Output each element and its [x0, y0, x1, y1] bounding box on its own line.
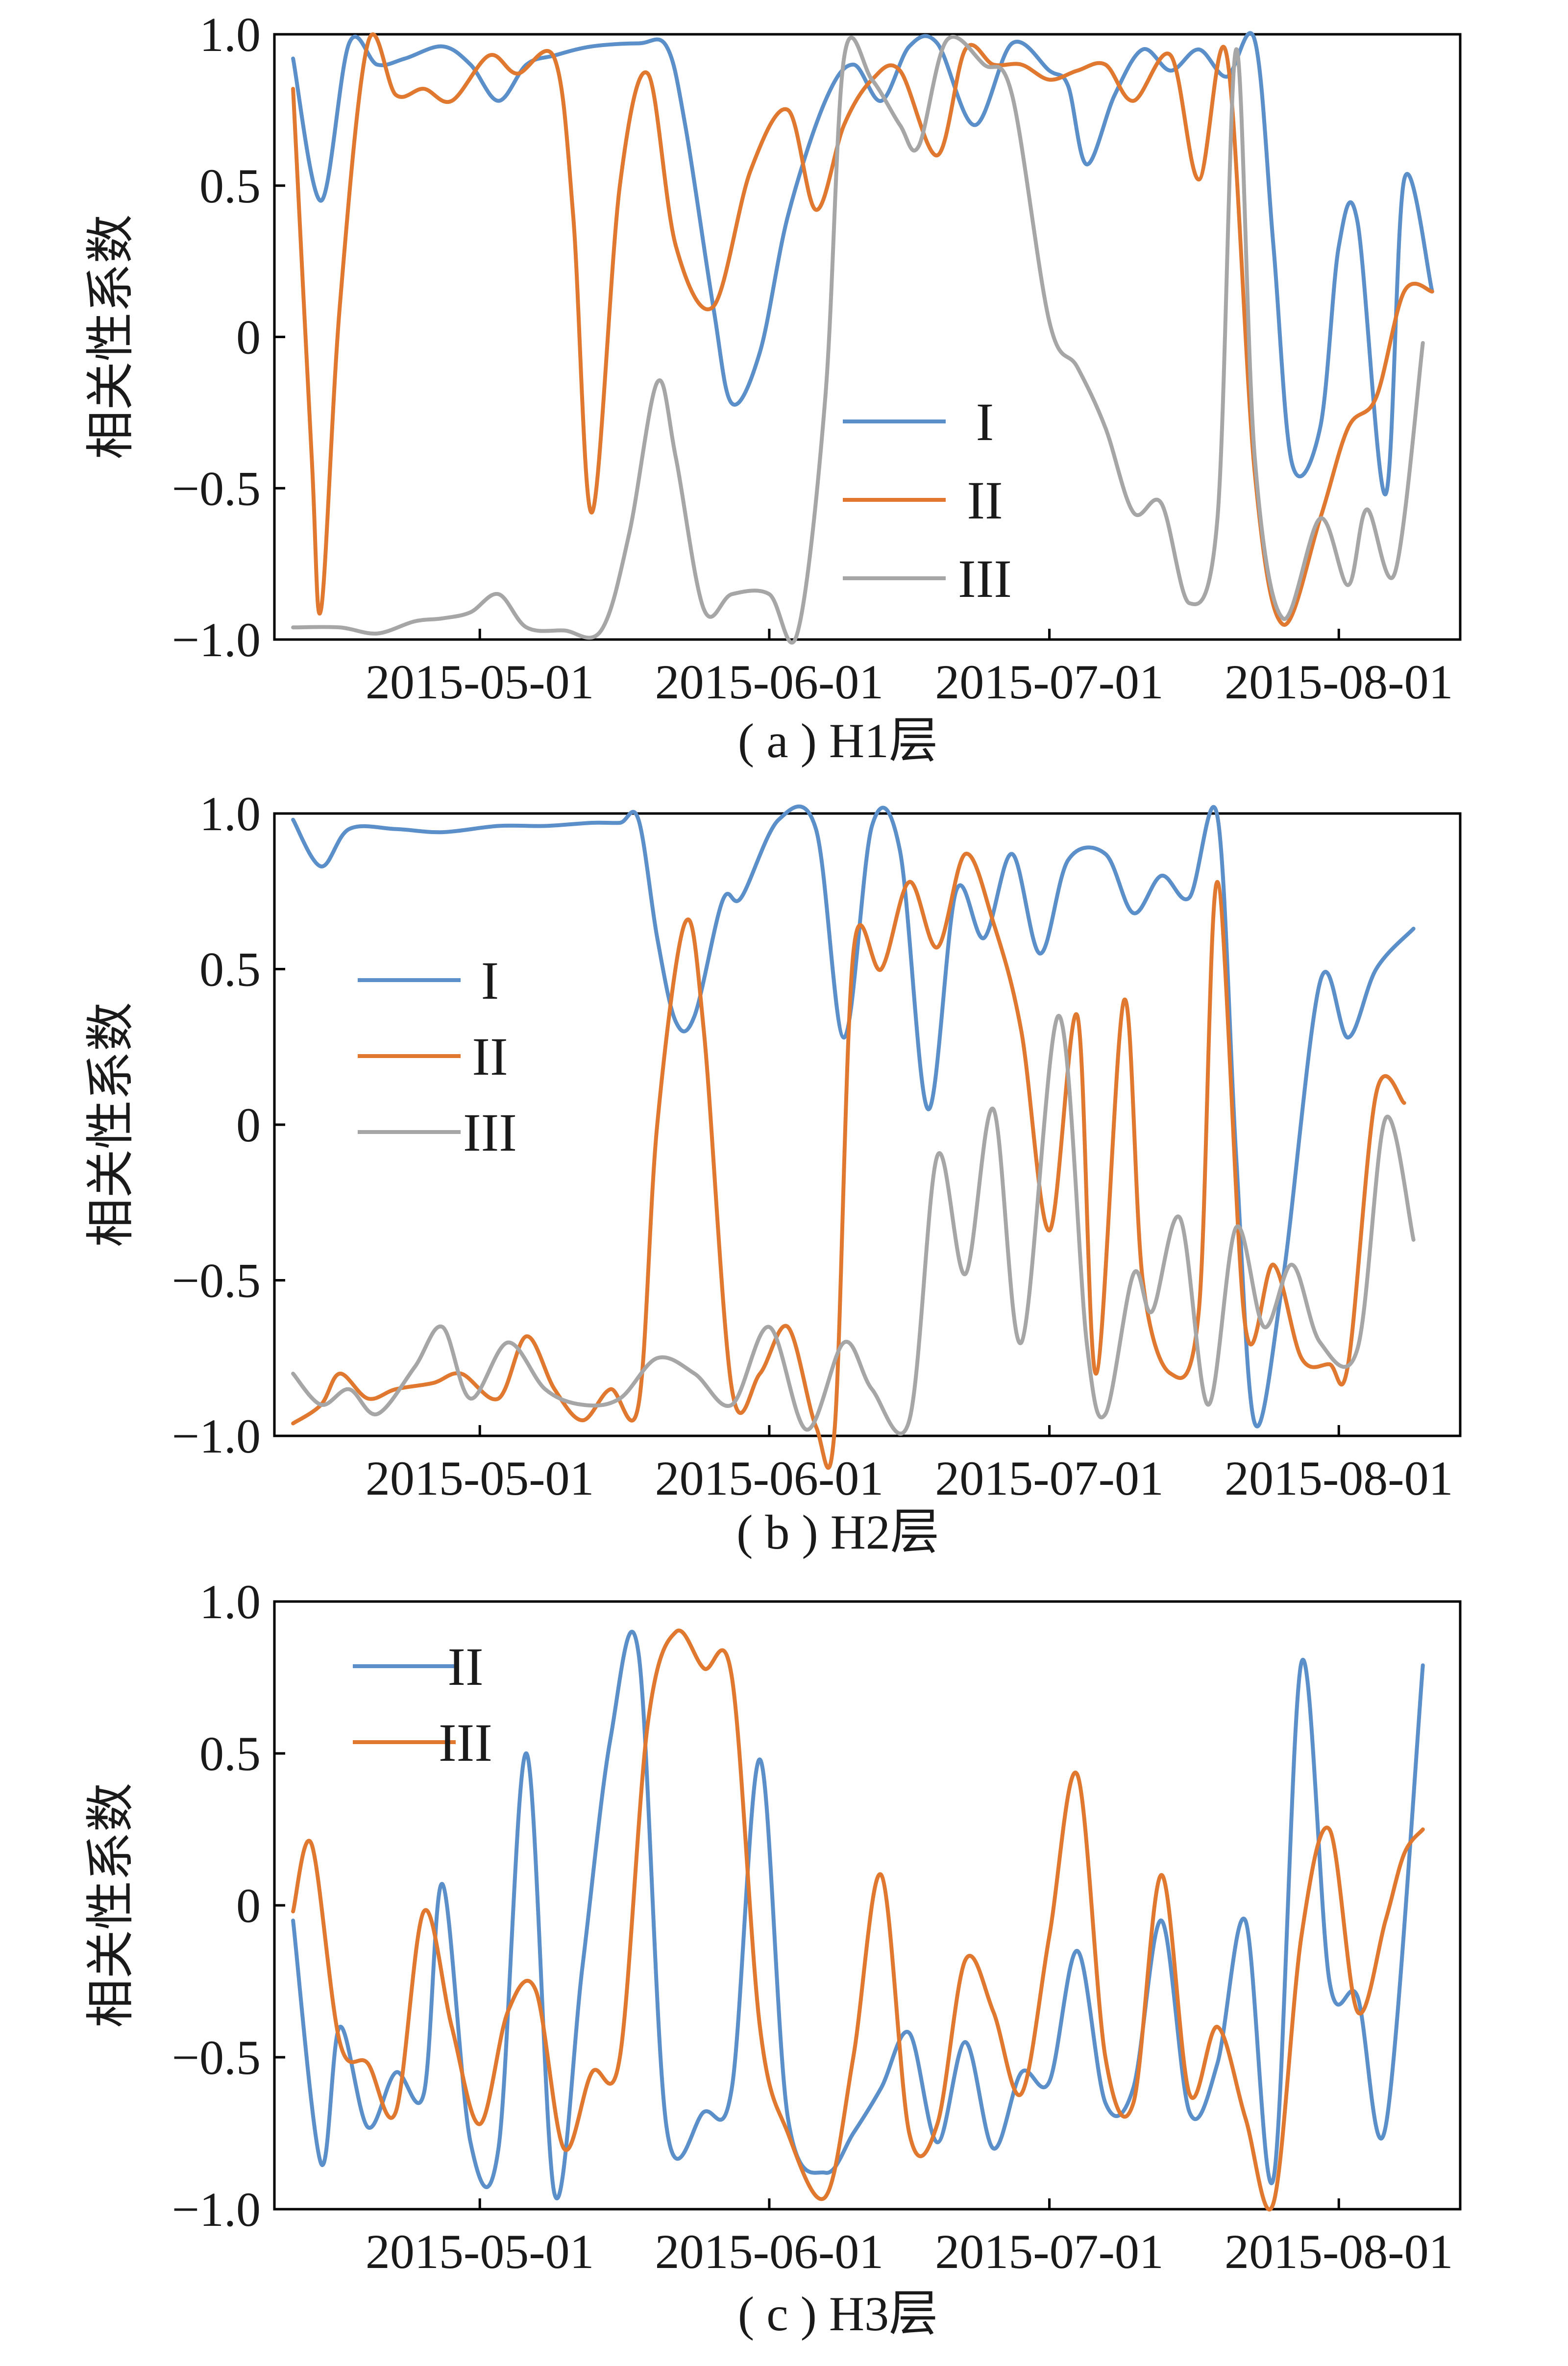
legend-label-II: II — [967, 470, 1003, 530]
y-tick-label: 0 — [236, 1098, 261, 1152]
y-tick-label: −0.5 — [172, 1254, 261, 1308]
x-tick-label: 2015-07-01 — [935, 655, 1164, 709]
panel-caption: ( c ) H3层 — [738, 2287, 938, 2341]
chart-panel-2: 1.0 0.5 0 −0.5 −1.0 2015-05-01 2015-06-01 2015-… — [82, 787, 1462, 1559]
legend-label-III: III — [463, 1103, 517, 1162]
y-tick-label: 0.5 — [199, 1726, 261, 1781]
y-tick-label: 1.0 — [199, 7, 261, 62]
y-tick-label: 0.5 — [199, 159, 261, 213]
y-axis-label: 相关性系数 — [82, 215, 139, 460]
series-line-III — [291, 1013, 1416, 1436]
series-line-I — [291, 31, 1434, 496]
series-line-III — [291, 35, 1425, 645]
y-tick-label: −1.0 — [172, 1409, 261, 1463]
series-line-III — [291, 1628, 1425, 2212]
x-tick-label: 2015-06-01 — [655, 1451, 884, 1505]
y-tick-label: −0.5 — [172, 461, 261, 516]
x-tick-label: 2015-06-01 — [655, 2224, 884, 2279]
legend-label-II: II — [447, 1637, 483, 1697]
legend-label-III: III — [958, 549, 1012, 609]
chart-panel-3: 1.0 0.5 0 −0.5 −1.0 2015-05-01 2015-06-01 2015-… — [82, 1575, 1462, 2341]
x-tick-label: 2015-06-01 — [655, 655, 884, 709]
series-line-II — [291, 1629, 1425, 2200]
x-tick-label: 2015-08-01 — [1225, 1451, 1453, 1505]
panel-caption: ( a ) H1层 — [738, 714, 938, 768]
y-tick-label: 1.0 — [199, 1575, 261, 1629]
y-tick-label: −1.0 — [172, 2182, 261, 2237]
x-tick-label: 2015-05-01 — [366, 2224, 594, 2279]
y-tick-label: 0 — [236, 1878, 261, 1933]
series-line-II — [291, 852, 1406, 1470]
x-tick-label: 2015-07-01 — [935, 1451, 1164, 1505]
legend-label-II: II — [472, 1027, 508, 1086]
plot-frame — [273, 812, 1462, 1437]
legend-label-I: I — [481, 951, 499, 1010]
x-tick-label: 2015-05-01 — [366, 655, 594, 709]
plot-frame — [273, 33, 1462, 641]
x-tick-label: 2015-07-01 — [935, 2224, 1164, 2279]
legend-label-I: I — [976, 392, 994, 452]
series-line-I — [291, 804, 1416, 1429]
y-tick-label: 0.5 — [199, 942, 261, 997]
legend-label-III: III — [439, 1713, 492, 1773]
y-axis-label: 相关性系数 — [82, 1002, 139, 1247]
chart-panel-1: 1.0 0.5 0 −0.5 −1.0 2015-05-01 2015-06-01 2015-… — [82, 7, 1462, 768]
y-tick-label: −0.5 — [172, 2030, 261, 2085]
panel-caption: ( b ) H2层 — [736, 1505, 939, 1559]
y-axis-label: 相关性系数 — [82, 1783, 139, 2028]
x-tick-label: 2015-05-01 — [366, 1451, 594, 1505]
series-line-II — [291, 32, 1434, 627]
y-tick-label: −1.0 — [172, 613, 261, 667]
y-tick-label: 1.0 — [199, 787, 261, 841]
x-tick-label: 2015-08-01 — [1225, 655, 1453, 709]
x-tick-label: 2015-08-01 — [1225, 2224, 1453, 2279]
y-tick-label: 0 — [236, 310, 261, 365]
